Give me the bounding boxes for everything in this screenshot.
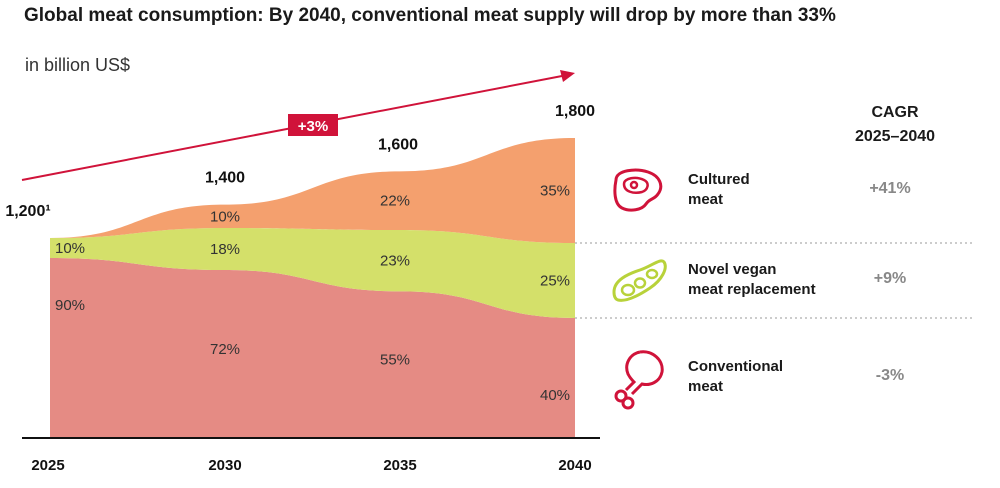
steak-icon (613, 168, 663, 212)
arrow-head-icon (560, 70, 575, 82)
share-label: 10% (210, 208, 240, 225)
cagr-value-cultured: +41% (869, 180, 911, 197)
legend-label-vegan: Novel vegan meat replacement (688, 261, 816, 298)
chart-title: Global meat consumption: By 2040, conven… (24, 5, 836, 26)
x-tick-label: 2035 (383, 457, 416, 474)
x-tick-label: 2040 (558, 457, 591, 474)
share-label: 40% (540, 387, 570, 404)
share-label: 55% (380, 352, 410, 369)
share-label: 23% (380, 253, 410, 270)
cagr-value-vegan: +9% (873, 270, 907, 287)
growth-badge-label: +3% (298, 118, 328, 135)
share-label: 90% (55, 297, 85, 314)
legend-label-conventional: Conventional meat (688, 358, 784, 395)
area-conventional (50, 258, 575, 438)
total-label: 1,600 (378, 136, 418, 153)
x-tick-label: 2030 (208, 457, 241, 474)
growth-badge (288, 114, 338, 136)
area-cultured (50, 138, 575, 243)
legend-label-cultured: Cultured meat (688, 171, 750, 208)
share-label: 35% (540, 183, 570, 200)
beans-icon (612, 259, 667, 302)
cagr-header: CAGR 2025–2040 (820, 101, 970, 149)
x-tick-label: 2025 (31, 457, 64, 474)
chart-subtitle: in billion US$ (25, 55, 131, 75)
share-label: 25% (540, 273, 570, 290)
drumstick-icon (614, 350, 664, 410)
share-label: 10% (55, 240, 85, 257)
share-label: 18% (210, 241, 240, 258)
total-label: 1,200¹ (5, 203, 50, 220)
area-vegan (50, 228, 575, 318)
total-label: 1,400 (205, 170, 245, 187)
cagr-header-line1: CAGR (871, 104, 919, 121)
cagr-header-line2: 2025–2040 (854, 128, 936, 145)
share-label: 22% (380, 193, 410, 210)
cagr-value-conventional: -3% (875, 367, 905, 384)
total-label: 1,800 (555, 103, 595, 120)
share-label: 72% (210, 341, 240, 358)
